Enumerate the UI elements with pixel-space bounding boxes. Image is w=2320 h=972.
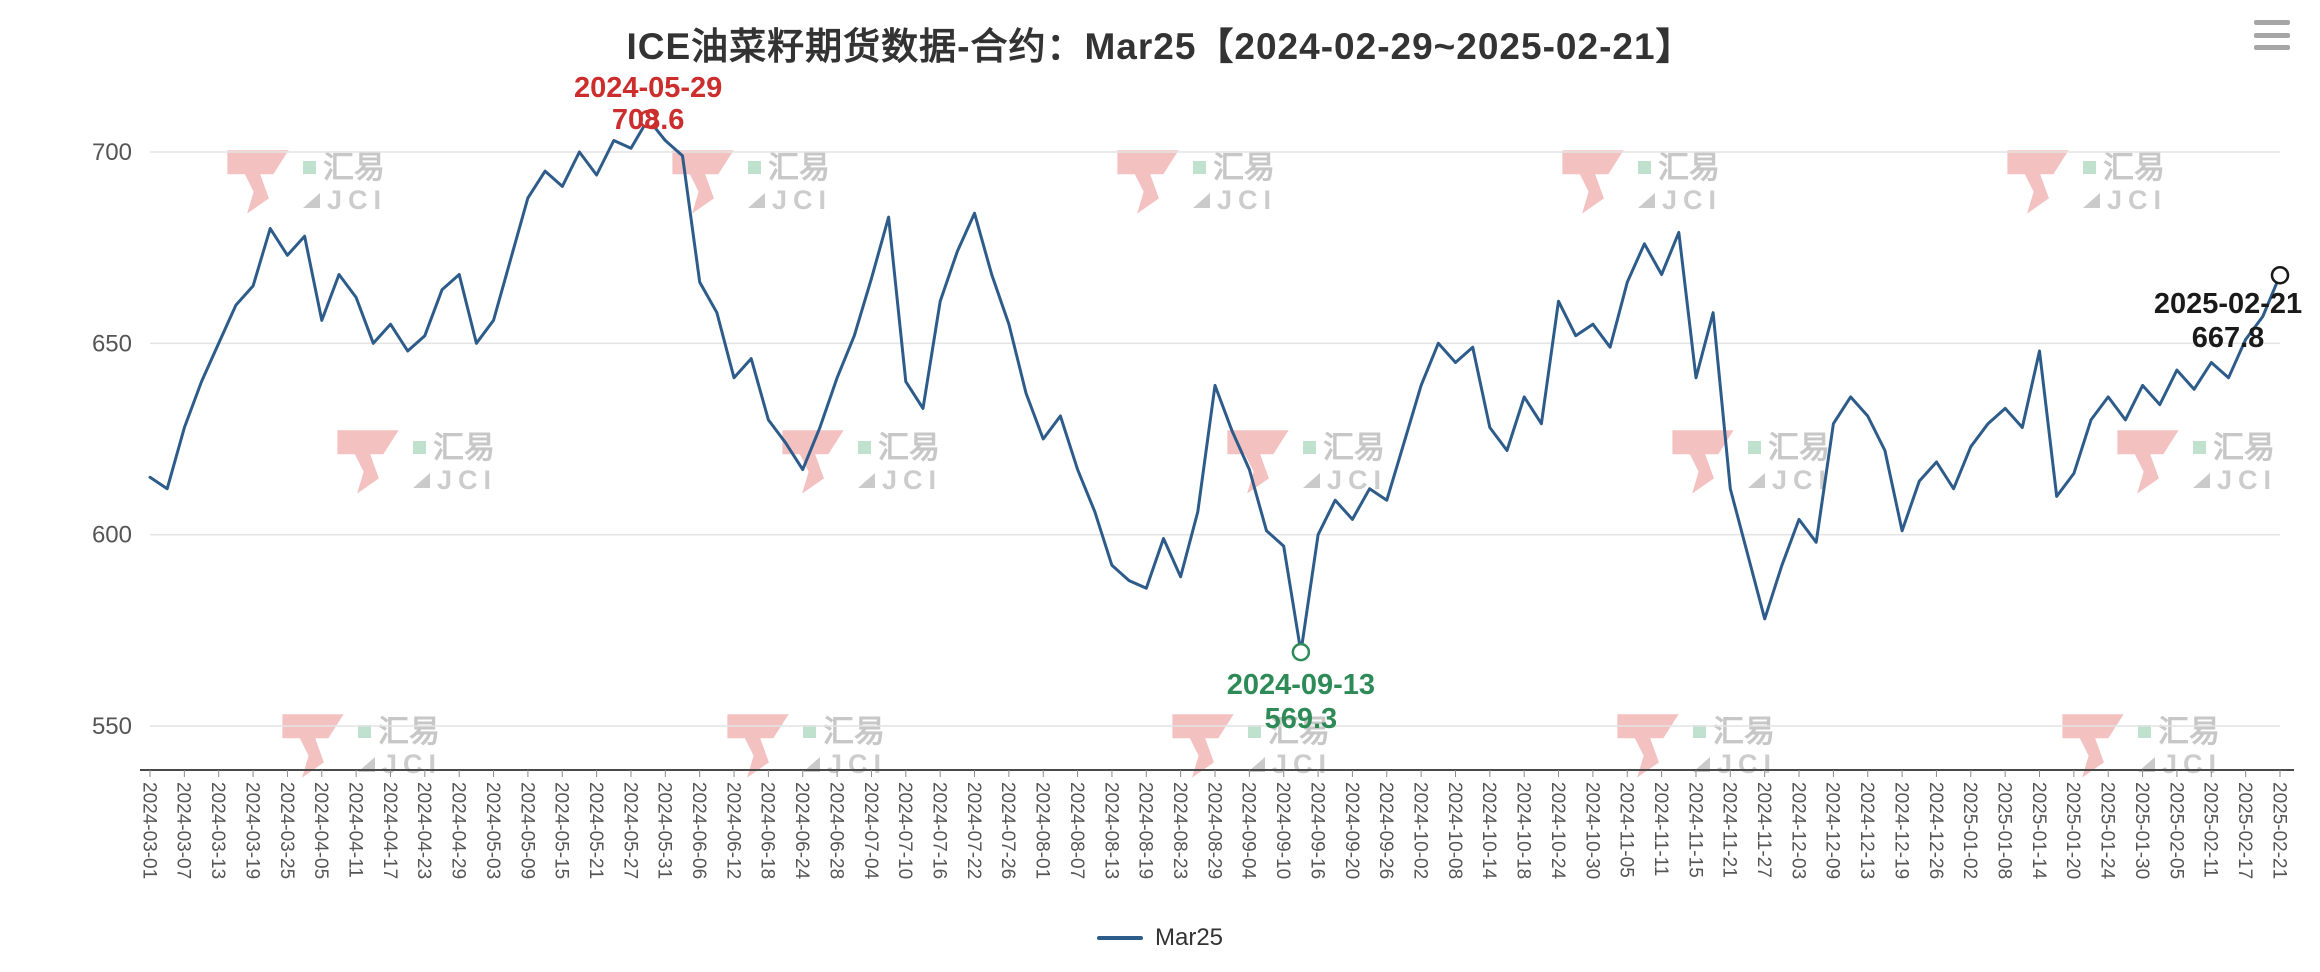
last-annotation-date: 2025-02-21 bbox=[2154, 288, 2302, 320]
x-axis-label: 2025-01-08 bbox=[1994, 782, 2015, 879]
y-axis-label: 700 bbox=[92, 139, 132, 166]
x-axis-label: 2024-10-18 bbox=[1513, 782, 1534, 879]
x-axis-label: 2024-10-08 bbox=[1444, 782, 1465, 879]
last-point-marker bbox=[2270, 265, 2290, 285]
menu-bar bbox=[2254, 20, 2290, 25]
x-axis-label: 2024-07-04 bbox=[860, 782, 881, 880]
x-axis-label: 2024-03-25 bbox=[276, 782, 297, 879]
series-group bbox=[148, 117, 2282, 654]
x-axis-label: 2024-11-11 bbox=[1650, 782, 1671, 876]
x-axis-label: 2024-10-24 bbox=[1547, 782, 1568, 880]
min-point-marker bbox=[1291, 642, 1311, 662]
max-point-marker bbox=[638, 109, 658, 129]
min-annotation-value: 569.3 bbox=[1265, 703, 1338, 735]
x-axis-label: 2025-01-30 bbox=[2131, 782, 2152, 879]
menu-bar bbox=[2254, 32, 2290, 38]
x-axis-label: 2025-02-11 bbox=[2200, 782, 2221, 878]
x-axis-label: 2024-09-16 bbox=[1306, 782, 1327, 879]
min-annotation-date: 2024-09-13 bbox=[1227, 669, 1375, 701]
x-axis-label: 2024-07-22 bbox=[963, 782, 984, 879]
x-axis-label: 2024-05-31 bbox=[654, 782, 675, 879]
x-axis-label: 2024-08-29 bbox=[1203, 782, 1224, 879]
x-axis-label: 2025-01-02 bbox=[1959, 782, 1980, 879]
x-axis-label: 2025-01-14 bbox=[2028, 782, 2049, 880]
x-axis-label: 2024-04-23 bbox=[413, 782, 434, 879]
x-axis-label: 2024-11-05 bbox=[1616, 782, 1637, 878]
x-axis-label: 2024-05-27 bbox=[619, 782, 640, 879]
x-axis-label: 2024-07-10 bbox=[894, 782, 915, 879]
x-axis-label: 2024-12-03 bbox=[1787, 782, 1808, 879]
axes: 550 600 650 700 2024-03-01 2024-03-07 2024-03-… bbox=[92, 139, 2294, 880]
x-axis-label: 2024-09-20 bbox=[1341, 782, 1362, 879]
x-axis-label: 2024-10-02 bbox=[1409, 782, 1430, 879]
x-axis-label: 2024-03-19 bbox=[241, 782, 262, 879]
x-axis-label: 2025-01-20 bbox=[2062, 782, 2083, 879]
x-axis-label: 2025-02-21 bbox=[2268, 782, 2289, 879]
x-axis-label: 2024-05-09 bbox=[516, 782, 537, 879]
x-axis-label: 2024-08-01 bbox=[1032, 782, 1053, 879]
x-axis-label: 2024-04-05 bbox=[310, 782, 331, 879]
x-axis-label: 2024-05-21 bbox=[585, 782, 606, 879]
x-axis-label: 2024-09-04 bbox=[1238, 782, 1259, 880]
x-axis-label: 2024-06-06 bbox=[688, 782, 709, 879]
x-axis-label: 2024-10-14 bbox=[1478, 782, 1499, 880]
x-axis-label: 2024-07-26 bbox=[997, 782, 1018, 879]
x-axis-label: 2024-03-07 bbox=[173, 782, 194, 879]
y-axis-label: 550 bbox=[92, 713, 132, 740]
x-axis-label: 2024-11-21 bbox=[1719, 782, 1740, 878]
x-axis-label: 2024-08-23 bbox=[1169, 782, 1190, 879]
legend-mar25[interactable]: Mar25 bbox=[1096, 924, 1224, 952]
y-axis-label: 600 bbox=[92, 522, 132, 549]
x-axis-label: 2024-12-26 bbox=[1925, 782, 1946, 879]
x-axis-label: 2024-05-03 bbox=[482, 782, 503, 879]
x-axis-label: 2024-08-07 bbox=[1066, 782, 1087, 879]
last-annotation-value: 667.8 bbox=[2192, 322, 2265, 354]
toolbox-menu-icon[interactable] bbox=[2254, 20, 2290, 50]
x-axis-label: 2025-02-17 bbox=[2234, 782, 2255, 879]
x-axis-label: 2024-11-15 bbox=[1684, 782, 1705, 878]
x-axis-label: 2024-12-19 bbox=[1890, 782, 1911, 879]
x-axis-label: 2024-10-30 bbox=[1581, 782, 1602, 879]
x-axis-label: 2024-09-10 bbox=[1272, 782, 1293, 879]
series-line-mar25[interactable] bbox=[148, 117, 2282, 654]
x-axis-label: 2024-09-26 bbox=[1375, 782, 1396, 879]
x-axis-label: 2024-12-13 bbox=[1856, 782, 1877, 879]
x-axis-label: 2024-03-01 bbox=[138, 782, 159, 879]
x-axis-label: 2024-04-17 bbox=[379, 782, 400, 879]
legend-label: Mar25 bbox=[1154, 924, 1224, 951]
chart-title: ICE油菜籽期货数据-合约：Mar25【2024-02-29~2025-02-2… bbox=[626, 26, 1694, 67]
x-axis-label: 2024-04-11 bbox=[344, 782, 365, 878]
x-axis-label: 2025-01-24 bbox=[2097, 782, 2118, 880]
x-axis-label: 2024-08-19 bbox=[1135, 782, 1156, 879]
grid-lines bbox=[150, 151, 2280, 727]
legend-line-swatch bbox=[1096, 936, 1143, 940]
x-axis-label: 2024-06-12 bbox=[722, 782, 743, 879]
x-axis-label: 2024-05-15 bbox=[551, 782, 572, 879]
y-axis-label: 650 bbox=[92, 330, 132, 357]
max-annotation-date: 2024-05-29 bbox=[574, 72, 722, 104]
menu-bar bbox=[2254, 45, 2290, 50]
x-axis-label: 2025-02-05 bbox=[2165, 782, 2186, 879]
x-axis-label: 2024-06-18 bbox=[757, 782, 778, 879]
x-axis-label: 2024-12-09 bbox=[1822, 782, 1843, 879]
x-axis-label: 2024-07-16 bbox=[929, 782, 950, 879]
x-axis-label: 2024-11-27 bbox=[1753, 782, 1774, 878]
max-annotation-value: 708.6 bbox=[612, 104, 685, 136]
x-axis-label: 2024-08-13 bbox=[1100, 782, 1121, 879]
x-axis-label: 2024-06-24 bbox=[791, 782, 812, 880]
x-axis-label: 2024-04-29 bbox=[448, 782, 469, 879]
x-axis-label: 2024-03-13 bbox=[207, 782, 228, 879]
x-axis-label: 2024-06-28 bbox=[825, 782, 846, 879]
